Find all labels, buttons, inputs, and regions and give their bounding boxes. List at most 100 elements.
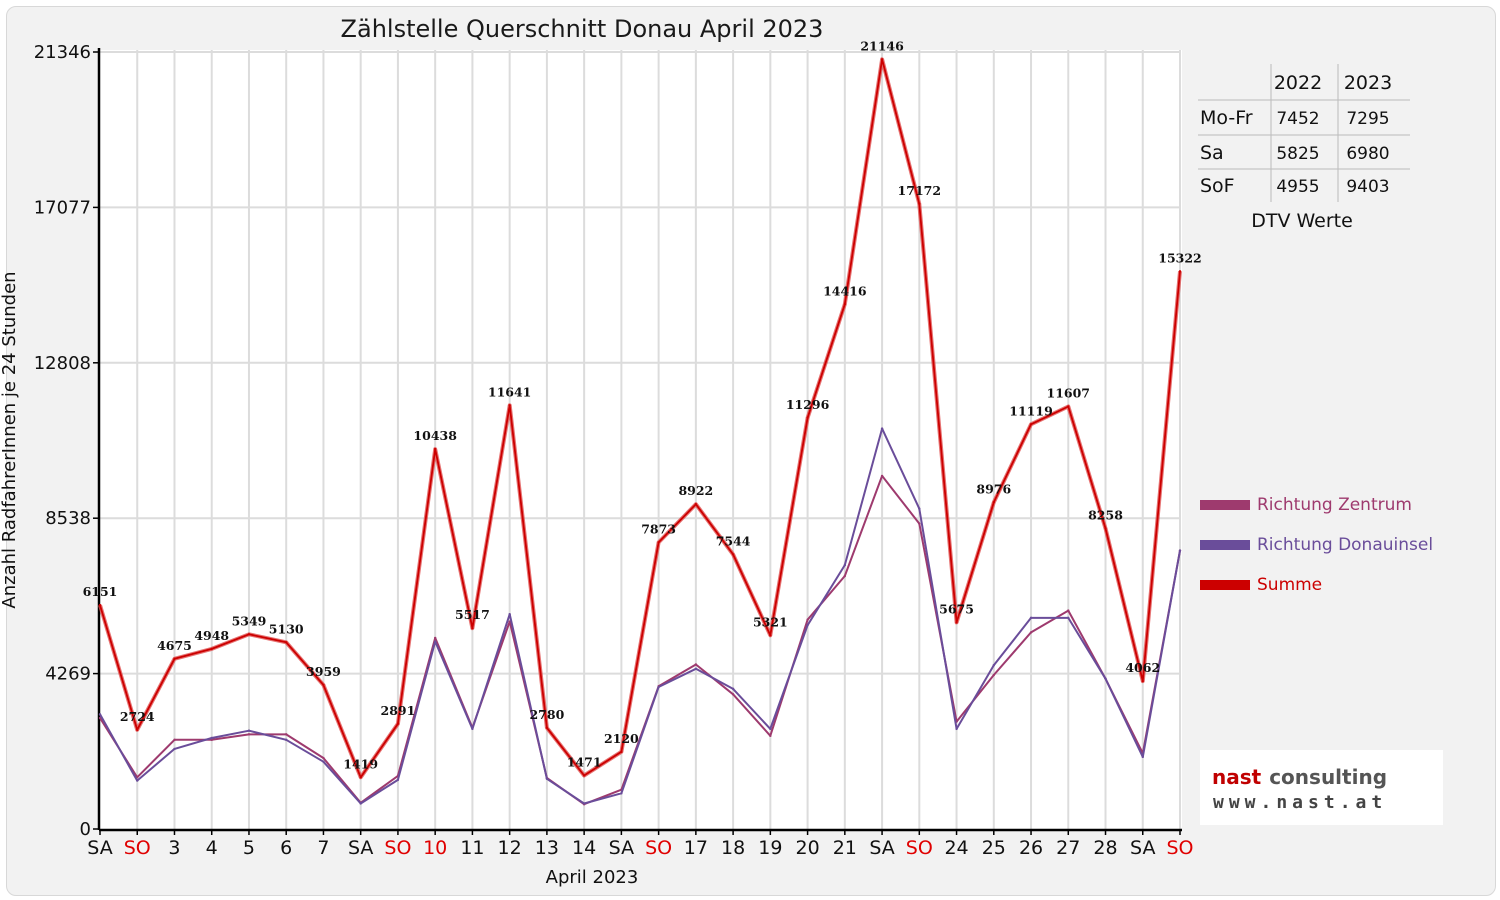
data-point-summe — [582, 774, 586, 777]
x-tick-label: 14 — [572, 837, 596, 859]
x-tick-label: 27 — [1056, 837, 1080, 859]
table-cell: 9403 — [1346, 177, 1389, 197]
y-tick-label: 4269 — [45, 664, 91, 685]
table-caption: DTV Werte — [1251, 210, 1353, 232]
data-label: 3959 — [306, 664, 341, 679]
data-point-summe — [1029, 423, 1033, 426]
legend-swatch-summe — [1200, 580, 1250, 590]
table-cell: 6980 — [1346, 144, 1389, 164]
table-cell: 4955 — [1276, 177, 1319, 197]
data-point-richtung-donauinsel — [471, 727, 474, 731]
data-point-summe — [1141, 679, 1144, 683]
data-label: 11119 — [1009, 403, 1053, 418]
y-tick-label: 21346 — [34, 42, 91, 63]
data-label: 6151 — [83, 584, 118, 599]
table-row-label: Sa — [1200, 142, 1224, 164]
data-label: 5675 — [939, 601, 974, 616]
data-point-richtung-donauinsel — [1178, 549, 1182, 552]
data-point-richtung-zentrum — [173, 738, 176, 742]
data-label: 2780 — [529, 707, 564, 722]
data-point-richtung-donauinsel — [657, 685, 660, 689]
legend-label-donauinsel: Richtung Donauinsel — [1257, 535, 1433, 555]
legend-label-zentrum: Richtung Zentrum — [1257, 495, 1412, 515]
data-point-richtung-donauinsel — [769, 727, 772, 731]
logo-consulting: consulting — [1269, 765, 1387, 789]
x-tick-label: 7 — [317, 837, 329, 859]
x-tick-label: SA — [869, 837, 894, 859]
data-label: 5130 — [269, 621, 304, 636]
data-point-summe — [359, 776, 362, 779]
data-point-richtung-donauinsel — [918, 507, 921, 510]
y-tick-label: 12808 — [34, 353, 91, 374]
x-tick-label: SA — [348, 837, 373, 859]
data-point-summe — [210, 647, 213, 651]
data-point-richtung-zentrum — [1029, 631, 1033, 634]
data-point-richtung-donauinsel — [359, 802, 362, 805]
data-point-richtung-donauinsel — [98, 713, 102, 716]
x-tick-label: 18 — [721, 837, 745, 859]
legend-swatch-zentrum — [1200, 500, 1250, 510]
x-tick-label: SA — [609, 837, 634, 859]
data-label: 2724 — [120, 709, 155, 724]
data-point-richtung-donauinsel — [210, 736, 213, 740]
data-point-richtung-zentrum — [694, 663, 698, 666]
data-point-summe — [620, 750, 623, 754]
data-label: 1419 — [343, 756, 378, 771]
data-point-summe — [694, 503, 698, 506]
data-point-summe — [322, 683, 325, 687]
x-tick-label: 12 — [498, 837, 522, 859]
data-point-summe — [955, 621, 958, 624]
data-label: 5321 — [753, 614, 788, 629]
data-point-richtung-donauinsel — [955, 727, 958, 731]
x-axis-title: April 2023 — [546, 867, 639, 888]
axes — [97, 48, 1182, 835]
logo-nast: nast — [1212, 765, 1262, 789]
data-point-summe — [173, 657, 176, 661]
data-point-summe — [1178, 270, 1182, 273]
data-point-richtung-donauinsel — [806, 623, 809, 627]
table-header-2023: 2023 — [1344, 72, 1392, 94]
grid — [93, 50, 1181, 830]
table-cell: 7295 — [1346, 109, 1389, 129]
data-point-richtung-zentrum — [285, 733, 288, 736]
data-point-summe — [136, 728, 139, 732]
data-point-richtung-donauinsel — [582, 802, 586, 805]
series-line-summe — [99, 58, 1181, 779]
x-tick-label: SO — [906, 837, 933, 859]
data-label: 15322 — [1158, 250, 1202, 265]
data-point-richtung-donauinsel — [396, 778, 400, 782]
series-layer — [98, 57, 1182, 806]
data-label: 11607 — [1047, 386, 1091, 401]
x-tick-label: SO — [384, 837, 411, 859]
data-point-summe — [992, 501, 995, 504]
x-tick-label: 26 — [1019, 837, 1043, 859]
data-point-summe — [657, 541, 660, 544]
data-point-richtung-donauinsel — [731, 687, 735, 691]
data-point-richtung-donauinsel — [433, 640, 437, 643]
data-label: 5517 — [455, 607, 490, 622]
data-label: 7544 — [716, 533, 751, 548]
data-point-summe — [1104, 527, 1107, 530]
y-tick-labels: 0 4269 8538 12808 17077 21346 — [34, 42, 91, 840]
data-point-richtung-donauinsel — [508, 613, 511, 616]
x-tick-labels: SA SO 3 4 5 6 7 SA SO 10 11 12 13 14 SA SO 17 18 19 20 21 SA S… — [87, 837, 1193, 859]
x-tick-label: 3 — [168, 837, 180, 859]
data-point-summe — [843, 303, 847, 306]
data-point-summe — [880, 58, 884, 61]
data-point-summe — [918, 202, 921, 206]
x-tick-label: SA — [87, 837, 112, 859]
data-label: 8976 — [976, 481, 1011, 496]
data-point-richtung-zentrum — [433, 636, 437, 640]
data-point-summe — [545, 726, 549, 730]
series-line-richtung-donauinsel — [99, 427, 1181, 805]
x-tick-label: 21 — [833, 837, 857, 859]
y-axis-title: Anzahl RadfahrerInnen je 24 Stunden — [0, 271, 20, 608]
data-label: 11296 — [786, 397, 830, 412]
data-point-richtung-donauinsel — [322, 760, 325, 763]
x-tick-label: 19 — [758, 837, 782, 859]
x-tick-label: 5 — [243, 837, 255, 859]
legend-swatch-donauinsel — [1200, 540, 1250, 550]
table-row-label: Mo-Fr — [1200, 107, 1253, 129]
data-point-richtung-donauinsel — [545, 777, 549, 780]
legend-label-summe: Summe — [1257, 575, 1322, 595]
